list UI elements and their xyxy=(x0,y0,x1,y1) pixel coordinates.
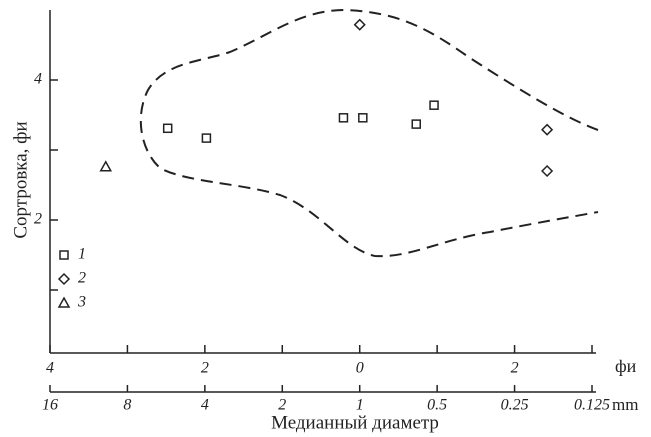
point xyxy=(338,113,349,123)
point xyxy=(541,164,554,178)
legend-label: 3 xyxy=(77,294,86,311)
point xyxy=(541,123,554,136)
legend-marker xyxy=(57,296,71,308)
x2-tick-label: 2 xyxy=(278,397,286,414)
x-tick-label: 0 xyxy=(356,360,364,377)
legend-marker xyxy=(57,272,71,286)
x2-tick-label: 16 xyxy=(42,397,58,414)
x2-tick-label: 0.25 xyxy=(501,397,529,414)
x2-tick-label: 8 xyxy=(123,397,131,414)
envelope xyxy=(139,8,599,258)
x2-tick-label: 4 xyxy=(201,397,209,414)
x2-unit: mm xyxy=(612,395,638,414)
point xyxy=(201,133,212,143)
point xyxy=(353,18,366,31)
x-unit: фи xyxy=(615,356,637,376)
x2-tick-label: 0.125 xyxy=(574,397,610,414)
y-axis-label: Сортровка, фи xyxy=(10,121,31,238)
point xyxy=(411,119,421,129)
x2-tick-label: 1 xyxy=(356,397,364,414)
x-tick-label: 4 xyxy=(46,360,54,377)
point xyxy=(429,100,439,110)
y-tick-label: 4 xyxy=(34,71,42,88)
x-tick-label: 2 xyxy=(511,360,519,377)
x-axis-label: Медианный диаметр xyxy=(271,412,439,433)
point xyxy=(162,123,173,134)
y-tick-label: 2 xyxy=(34,211,42,228)
x-tick-label: 2 xyxy=(201,360,209,377)
point xyxy=(358,113,368,123)
x2-tick-label: 0.5 xyxy=(427,397,447,414)
point xyxy=(99,160,113,172)
legend-label: 1 xyxy=(78,246,86,263)
legend-label: 2 xyxy=(78,270,86,287)
legend-marker xyxy=(59,250,69,260)
